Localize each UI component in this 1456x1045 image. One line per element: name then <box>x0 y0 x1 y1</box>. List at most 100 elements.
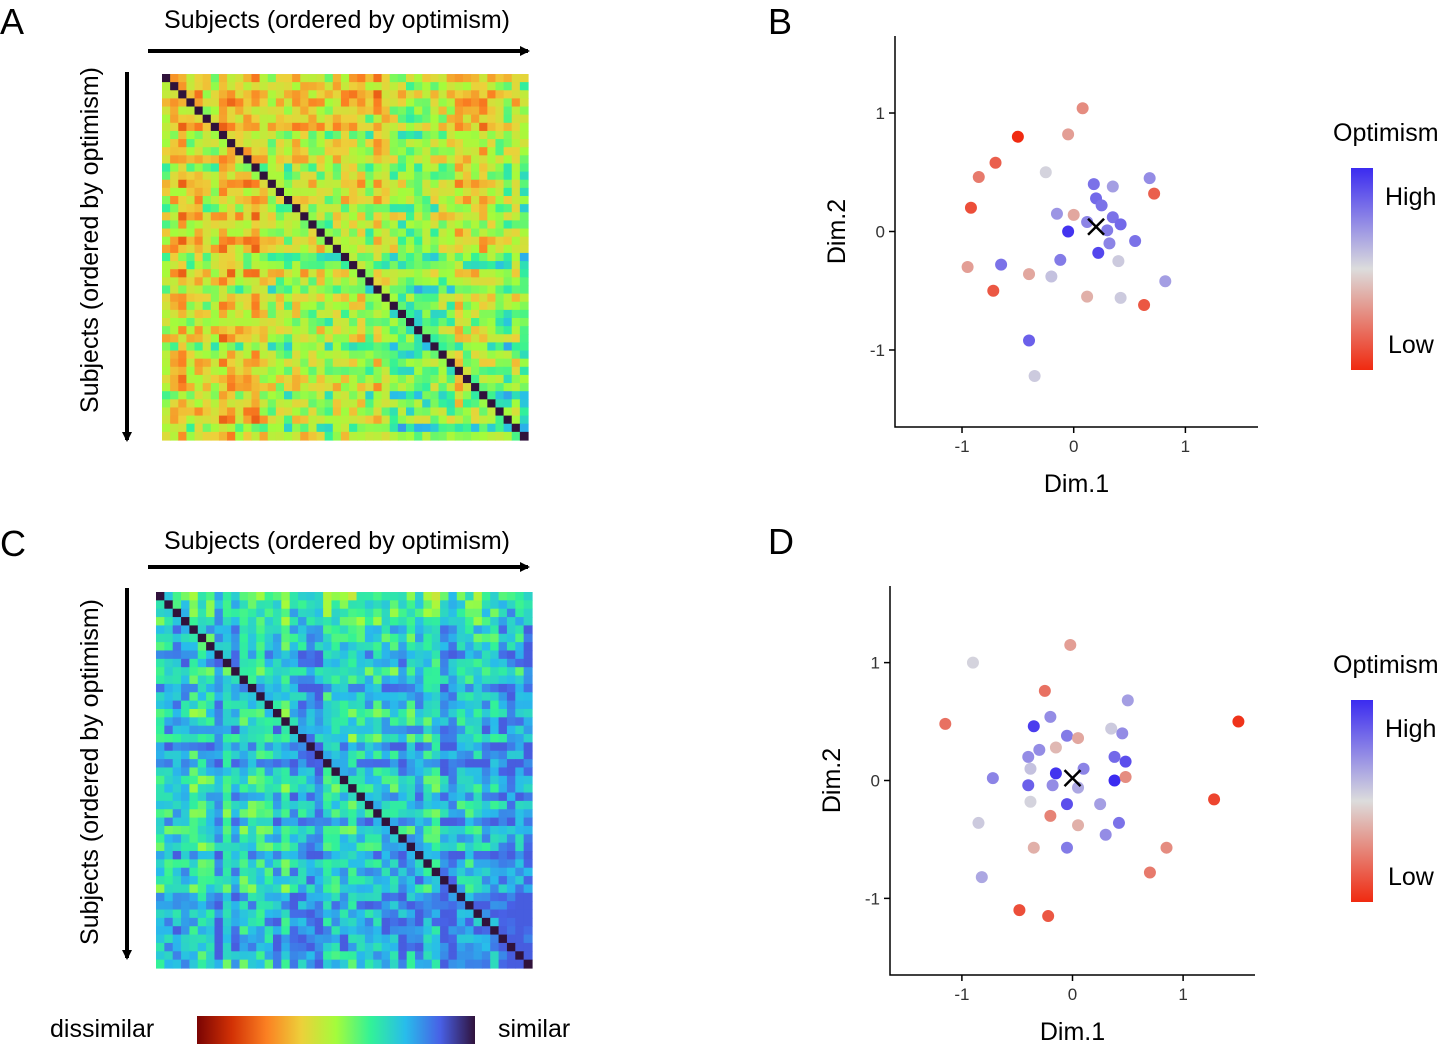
heatmap-cell <box>495 309 505 319</box>
heatmap-cell <box>473 700 483 710</box>
heatmap-cell <box>471 171 480 181</box>
heatmap-cell <box>186 383 196 392</box>
heatmap-cell <box>210 252 220 262</box>
heatmap-cell <box>218 163 228 173</box>
heatmap-cell <box>515 759 525 769</box>
heatmap-cell <box>422 415 431 425</box>
heatmap-cell <box>256 825 266 835</box>
heatmap-cell <box>523 775 533 785</box>
heatmap-cell <box>186 74 196 83</box>
heatmap-cell <box>227 147 236 156</box>
heatmap-cell <box>495 415 505 425</box>
heatmap-cell <box>197 692 207 702</box>
heatmap-cell <box>422 318 431 327</box>
heatmap-cell <box>487 407 497 417</box>
heatmap-cell <box>316 326 326 335</box>
heatmap-cell <box>381 130 391 140</box>
heatmap-cell <box>438 236 448 246</box>
heatmap-cell <box>471 318 480 327</box>
heatmap-cell <box>519 277 529 287</box>
heatmap-cell <box>284 139 293 148</box>
heatmap-cell <box>422 391 431 400</box>
heatmap-cell <box>210 82 220 91</box>
heatmap-cell <box>503 98 513 108</box>
heatmap-cell <box>423 625 433 635</box>
heatmap-cell <box>340 82 350 91</box>
heatmap-cell <box>373 236 383 246</box>
heatmap-cell <box>164 642 174 652</box>
heatmap-cell <box>415 750 424 760</box>
heatmap-cell <box>331 867 341 877</box>
heatmap-cell <box>398 667 408 677</box>
heatmap-cell <box>440 708 450 718</box>
heatmap-cell <box>197 700 207 710</box>
heatmap-cell <box>323 784 333 794</box>
heatmap-cell <box>511 383 521 392</box>
heatmap-cell <box>324 196 334 205</box>
heatmap-cell <box>373 700 383 710</box>
heatmap-cell <box>259 407 269 417</box>
heatmap-cell <box>462 358 472 368</box>
heatmap-cell <box>298 800 307 810</box>
heatmap-cell <box>292 155 301 165</box>
heatmap-cell <box>332 212 342 221</box>
heatmap-cell <box>162 334 171 343</box>
heatmap-cell <box>289 692 299 702</box>
heatmap-cell <box>256 592 266 601</box>
heatmap-cell <box>438 74 448 83</box>
heatmap-cell <box>465 892 475 902</box>
heatmap-cell <box>267 391 277 400</box>
heatmap-cell <box>235 326 244 335</box>
heatmap-cell <box>251 326 261 335</box>
heatmap-cell <box>281 725 291 735</box>
heatmap-cell <box>339 725 349 735</box>
heatmap-cell <box>340 114 350 124</box>
heatmap-cell <box>406 147 415 156</box>
heatmap-cell <box>214 876 224 886</box>
heatmap-cell <box>300 74 309 83</box>
heatmap-cell <box>397 74 407 83</box>
heatmap-cell <box>438 252 448 262</box>
heatmap-cell <box>267 261 277 270</box>
heatmap-cell <box>275 326 285 335</box>
heatmap-cell <box>487 147 497 156</box>
heatmap-cell <box>239 708 249 718</box>
heatmap-cell <box>292 334 301 343</box>
heatmap-cell <box>364 867 374 877</box>
heatmap-cell <box>503 155 513 165</box>
heatmap-cell <box>440 901 450 911</box>
heatmap-cell <box>490 600 500 610</box>
heatmap-cell <box>235 74 244 83</box>
heatmap-cell <box>406 423 415 433</box>
heatmap-cell <box>292 407 301 417</box>
heatmap-cell <box>247 926 257 936</box>
heatmap-cell <box>272 608 282 618</box>
heatmap-cell <box>284 293 293 303</box>
heatmap-cell <box>498 717 508 727</box>
heatmap-cell <box>264 825 274 835</box>
heatmap-cell <box>247 700 257 710</box>
heatmap-cell <box>506 608 516 618</box>
heatmap-cell <box>181 825 191 835</box>
heatmap-cell <box>406 293 415 303</box>
heatmap-cell <box>308 301 318 311</box>
heatmap-cell <box>186 82 196 91</box>
heatmap-cell <box>247 600 257 610</box>
heatmap-cell <box>397 415 407 425</box>
heatmap-cell <box>381 750 391 760</box>
heatmap-cell <box>256 909 266 919</box>
x-tick-label: 1 <box>1178 985 1187 1004</box>
heatmap-cell <box>422 334 431 343</box>
heatmap-cell <box>389 592 399 601</box>
heatmap-cell <box>456 800 466 810</box>
heatmap-cell <box>381 917 391 927</box>
heatmap-cell <box>506 876 516 886</box>
heatmap-cell <box>231 625 241 635</box>
heatmap-cell <box>281 750 291 760</box>
heatmap-cell <box>194 196 204 205</box>
heatmap-cell <box>284 334 293 343</box>
heatmap-cell <box>471 261 480 270</box>
heatmap-cell <box>170 309 179 319</box>
heatmap-cell <box>448 750 458 760</box>
